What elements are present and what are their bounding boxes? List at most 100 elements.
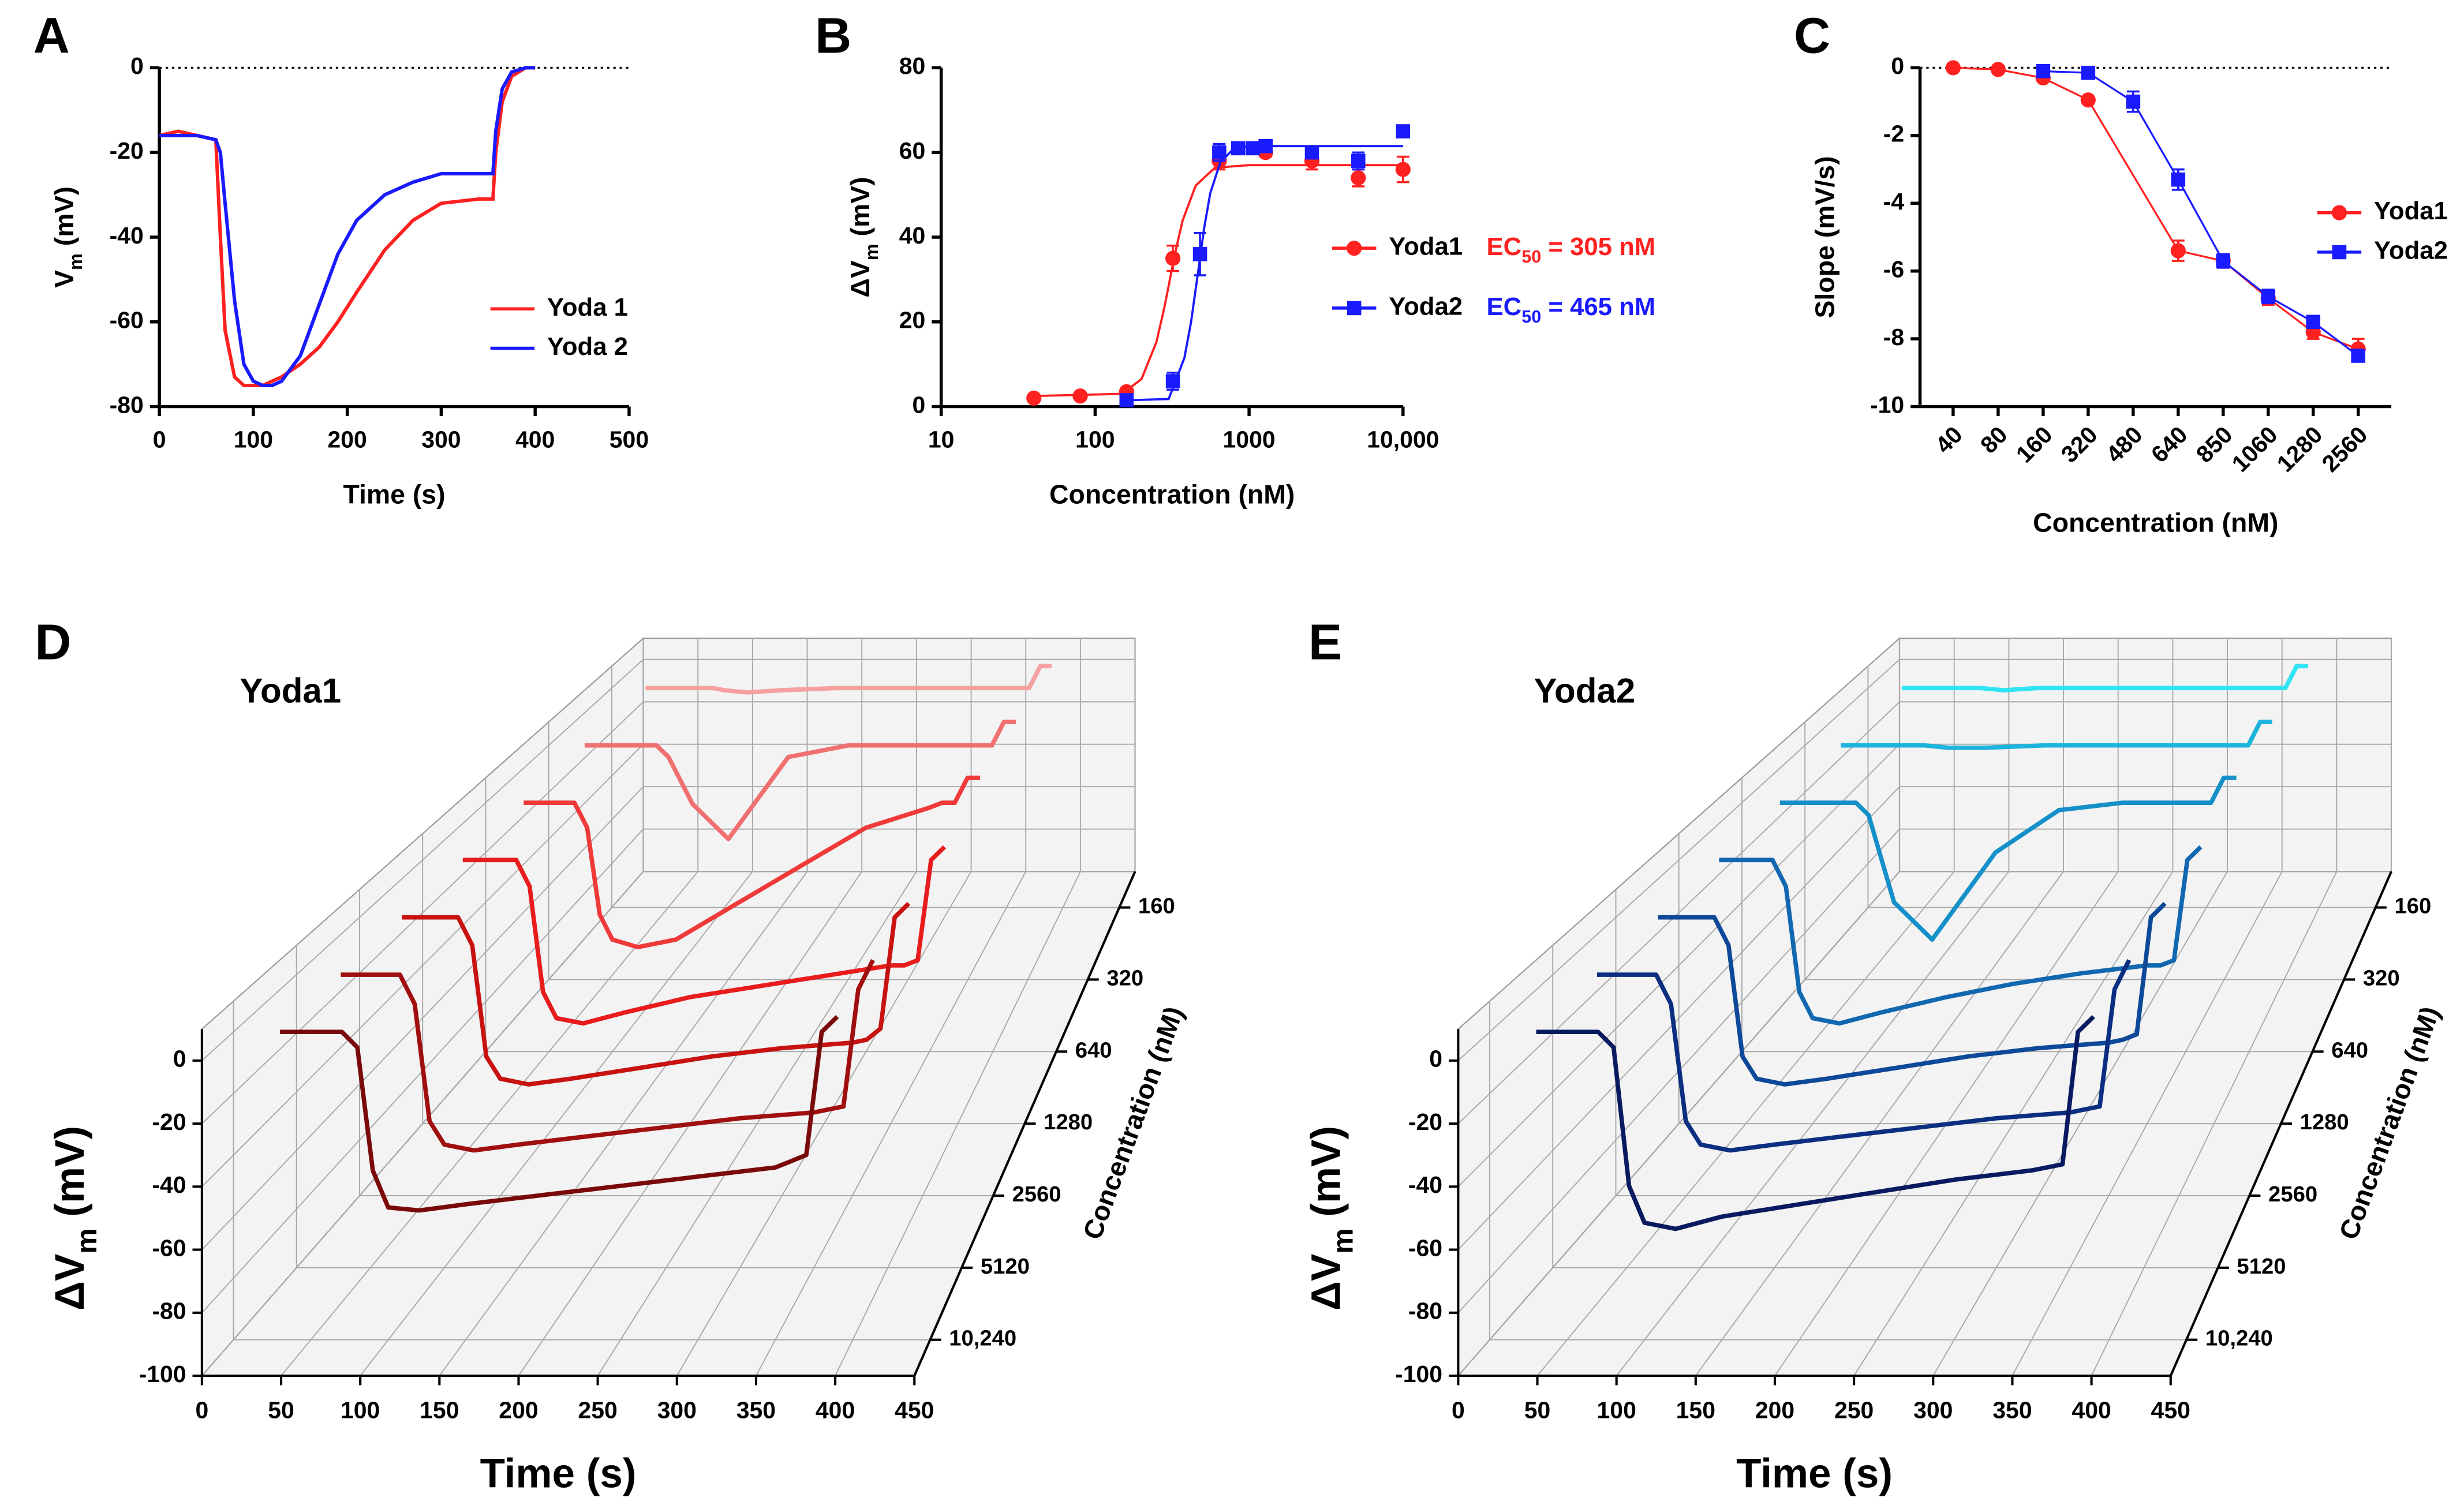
trace	[462, 845, 947, 1026]
panel-title: Yoda1	[240, 671, 341, 710]
trace	[1719, 845, 2203, 1026]
x-tick-label: 40	[1930, 421, 1968, 459]
x-tick-label: 350	[736, 1397, 776, 1424]
legend-marker	[1347, 301, 1362, 316]
trace	[1779, 776, 2237, 942]
depth-tick-label: 1280	[2300, 1110, 2349, 1135]
depth-tick-label: 640	[1075, 1038, 1112, 1062]
x-tick-label: 400	[2072, 1397, 2111, 1424]
legend-item: Yoda2	[2317, 236, 2448, 264]
legend-label: Yoda 2	[547, 332, 628, 361]
label-part: 50	[1521, 307, 1541, 327]
x-tick-label: 10,000	[1367, 426, 1439, 452]
marker	[2216, 253, 2231, 268]
panel-title: Yoda2	[1534, 671, 1635, 710]
panel-letter: E	[1308, 614, 1342, 671]
label-part: (mV)	[49, 186, 79, 253]
marker	[1945, 60, 1961, 76]
back-wall	[642, 637, 1136, 873]
ec50-annotation: EC50 = 305 nM	[1487, 233, 1656, 267]
x-axis-label: Concentration (nM)	[2033, 508, 2278, 538]
x-tick-label: 150	[420, 1397, 459, 1424]
x-tick-label: 500	[610, 426, 649, 452]
y-tick-label: 0	[1429, 1046, 1442, 1072]
series-line	[159, 66, 536, 387]
y-tick-label: -40	[1408, 1171, 1442, 1198]
depth-tick-label: 1280	[1044, 1110, 1093, 1135]
legend-label: Yoda 1	[547, 293, 628, 321]
label-part: = 465 nM	[1541, 292, 1655, 320]
x-tick-label: 250	[578, 1397, 617, 1424]
marker	[1119, 393, 1134, 407]
panel-letter: D	[35, 614, 71, 671]
series-line	[159, 66, 536, 387]
depth-tick-label: 5120	[2237, 1254, 2286, 1279]
y-tick-label: -80	[152, 1298, 186, 1324]
x-tick-label: 200	[327, 426, 367, 452]
y-tick-label: 0	[130, 53, 144, 79]
y-tick-label: -80	[1408, 1298, 1442, 1324]
ec50-annotation: EC50 = 465 nM	[1487, 292, 1656, 327]
panel-letter: C	[1794, 7, 1830, 63]
y-tick-label: 80	[899, 53, 926, 79]
marker	[1351, 170, 1366, 186]
y-tick-label: -2	[1883, 121, 1904, 147]
y-tick-label: -20	[152, 1109, 186, 1135]
y-axis-label: ΔVm (mV)	[1303, 1126, 1359, 1311]
x-tick-label: 100	[341, 1397, 380, 1424]
x-tick-label: 50	[268, 1397, 294, 1424]
y-tick-label: -20	[1408, 1109, 1442, 1135]
depth-tick-label: 10,240	[2205, 1326, 2273, 1351]
legend-item: Yoda 1	[490, 293, 628, 321]
y-tick-label: 0	[1891, 53, 1904, 79]
y-tick-label: -6	[1883, 256, 1904, 283]
label-part: 50	[1521, 247, 1541, 267]
y-axis-label: Vm (mV)	[49, 186, 85, 288]
label-part: ΔV	[1303, 1254, 1349, 1311]
y-tick-label: -100	[139, 1361, 186, 1387]
x-tick-label: 300	[657, 1397, 697, 1424]
trace	[584, 720, 1016, 841]
y-tick-label: -8	[1883, 324, 1904, 350]
label-part: (mV)	[47, 1126, 93, 1229]
x-tick-label: 0	[1452, 1397, 1465, 1424]
x-tick-label: 450	[2151, 1397, 2190, 1424]
label-part: ΔV	[47, 1254, 93, 1311]
trace	[1596, 959, 2132, 1153]
y-tick-label: -80	[110, 391, 144, 418]
marker	[2261, 289, 2276, 304]
y-tick-label: -60	[110, 307, 144, 334]
x-axis-label: Time (s)	[1736, 1451, 1893, 1497]
label-part: m	[1327, 1228, 1359, 1253]
label-part: (mV)	[845, 177, 875, 244]
marker	[1231, 141, 1246, 156]
x-tick-label: 1060	[2227, 421, 2283, 477]
legend-item: Yoda1	[2317, 197, 2448, 225]
depth-tick-label: 2560	[2268, 1182, 2317, 1207]
marker	[1351, 154, 1366, 169]
x-tick-label: 200	[499, 1397, 538, 1424]
depth-tick-label: 160	[1138, 894, 1175, 919]
y-tick-label: -20	[110, 137, 144, 164]
trace	[524, 776, 981, 950]
marker	[2170, 243, 2186, 259]
label-part: EC	[1487, 292, 1522, 320]
depth-tick-label: 640	[2331, 1038, 2368, 1062]
x-tick-label: 200	[1755, 1397, 1794, 1424]
marker	[2080, 92, 2096, 108]
marker	[1165, 250, 1181, 266]
y-tick-label: 40	[899, 222, 926, 249]
series-line	[1953, 66, 2359, 350]
x-tick-label: 50	[1524, 1397, 1551, 1424]
legend-label: Yoda1	[2374, 197, 2448, 225]
x-tick-label: 2560	[2317, 421, 2373, 477]
legend-label: Yoda2	[2374, 236, 2448, 264]
legend-label: Yoda2	[1389, 292, 1463, 320]
y-tick-label: -40	[152, 1171, 186, 1198]
marker	[1396, 124, 1411, 138]
x-axis-label: Time (s)	[480, 1451, 637, 1497]
marker	[2351, 349, 2366, 363]
y-tick-label: 0	[913, 391, 926, 418]
